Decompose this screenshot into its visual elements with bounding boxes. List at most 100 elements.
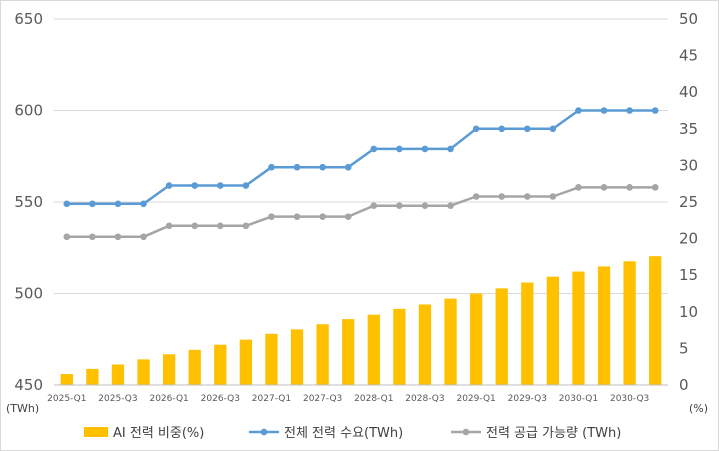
series-point <box>498 193 506 200</box>
right-tick-label: 25 <box>679 193 698 211</box>
series-point <box>319 213 326 220</box>
series-point <box>89 233 96 241</box>
left-tick-label: 600 <box>14 102 43 120</box>
series-point <box>549 125 557 133</box>
series-point <box>191 182 199 189</box>
bar <box>342 319 355 385</box>
legend-marker <box>260 428 268 436</box>
bar <box>188 349 201 385</box>
bar <box>521 282 534 385</box>
series-point <box>63 233 71 241</box>
series-point <box>575 184 582 191</box>
x-tick-label: 2027-Q1 <box>252 394 291 404</box>
right-tick-label: 20 <box>679 230 698 248</box>
series-point <box>421 145 429 153</box>
right-tick-label: 0 <box>679 376 689 394</box>
series-point <box>63 200 71 208</box>
x-tick-label: 2025-Q3 <box>98 394 137 404</box>
gridlines <box>54 18 668 294</box>
right-tick-label: 15 <box>679 266 698 284</box>
series-point <box>140 233 147 241</box>
series-point <box>370 202 378 209</box>
series-point <box>268 213 275 220</box>
x-tick-label: 2030-Q3 <box>610 394 649 404</box>
series-line <box>66 109 656 206</box>
series-point <box>319 163 326 171</box>
series-point <box>165 182 173 189</box>
bar <box>444 298 457 385</box>
x-tick-label: 2025-Q1 <box>47 394 86 404</box>
legend: AI 전력 비중(%) 전체 전력 수요(TWh) 전력 공급 가능량 (TWh) <box>84 426 621 441</box>
series-point <box>114 233 122 241</box>
series-point <box>447 202 454 209</box>
right-tick-label: 5 <box>679 339 689 357</box>
legend-item: AI 전력 비중(%) <box>84 426 204 441</box>
right-tick-label: 40 <box>679 83 698 101</box>
series-point <box>89 200 96 208</box>
series-point <box>472 125 480 133</box>
bar <box>546 276 560 385</box>
series-point <box>447 145 454 153</box>
series-point <box>651 184 659 191</box>
bar <box>239 339 253 385</box>
bar <box>649 256 662 385</box>
bar <box>86 368 99 385</box>
legend-label: 전력 공급 가능량 (TWh) <box>486 426 621 441</box>
series-point <box>626 184 633 191</box>
series-point <box>165 222 173 230</box>
left-tick-label: 500 <box>14 285 43 303</box>
legend-marker <box>462 428 470 436</box>
bar <box>495 288 508 385</box>
right-tick-label: 45 <box>679 47 698 65</box>
series-point <box>421 202 429 209</box>
series-point <box>293 213 301 220</box>
bar <box>162 354 176 385</box>
bar <box>111 364 125 385</box>
series-point <box>396 145 403 153</box>
bar <box>469 293 483 385</box>
series-point <box>242 182 250 189</box>
series-point <box>523 125 531 133</box>
series-point <box>268 163 275 171</box>
series-point <box>600 184 608 191</box>
series-point <box>523 193 531 200</box>
bar-series <box>60 256 662 385</box>
series-point <box>600 107 608 114</box>
legend-label: AI 전력 비중(%) <box>113 426 204 441</box>
series-line <box>66 186 656 239</box>
series-point <box>344 213 352 220</box>
series-point <box>472 193 480 200</box>
line-series <box>63 107 659 241</box>
bar <box>60 374 73 385</box>
series-point <box>626 107 633 114</box>
bar <box>265 333 278 385</box>
right-tick-label: 35 <box>679 120 698 138</box>
left-tick-label: 550 <box>14 193 43 211</box>
series-point <box>191 222 199 230</box>
x-tick-label: 2027-Q3 <box>303 394 342 404</box>
bar <box>393 308 406 385</box>
right-tick-label: 30 <box>679 156 698 174</box>
legend-label: 전체 전력 수요(TWh) <box>284 426 403 441</box>
bar <box>214 344 227 385</box>
bar <box>623 261 636 385</box>
right-tick-label: 10 <box>679 303 698 321</box>
bar <box>597 266 611 385</box>
left-tick-label: 650 <box>14 10 43 28</box>
series-point <box>575 107 582 114</box>
series-point <box>216 182 224 189</box>
x-tick-label: 2026-Q3 <box>201 394 240 404</box>
x-tick-label: 2030-Q1 <box>559 394 598 404</box>
right-axis-unit: (%) <box>689 402 708 415</box>
x-tick-label: 2026-Q1 <box>149 394 188 404</box>
series-point <box>216 222 224 230</box>
bar <box>367 314 380 385</box>
left-tick-label: 450 <box>14 376 43 394</box>
series-point <box>140 200 147 208</box>
series-point <box>370 145 378 153</box>
bar <box>137 359 150 385</box>
bar <box>418 304 432 385</box>
legend-swatch <box>84 427 108 437</box>
